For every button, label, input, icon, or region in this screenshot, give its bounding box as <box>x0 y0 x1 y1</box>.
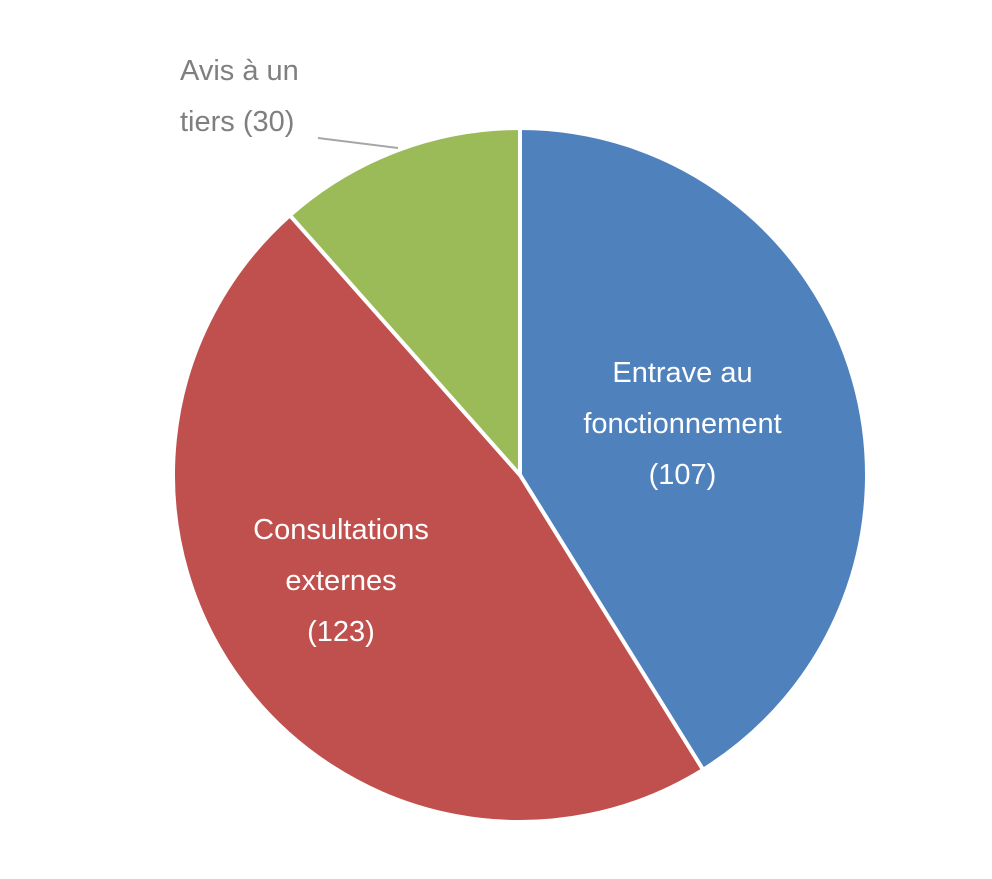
pie-slice <box>171 213 706 824</box>
value-label: (107) <box>648 459 717 491</box>
slice-label: Consultations externes (123) <box>216 505 466 658</box>
value-label: (30) <box>242 106 295 138</box>
value-label: (123) <box>307 616 375 648</box>
category-label: Consultations externes <box>253 514 429 597</box>
leader-line <box>317 137 399 149</box>
pie-slice <box>287 126 522 477</box>
category-label: Entrave au fonctionnement <box>583 357 782 440</box>
category-label: Avis à un tiers <box>180 55 299 138</box>
slice-label: Entrave au fonctionnement (107) <box>540 348 825 501</box>
pie-slice <box>518 126 869 772</box>
slice-label: Avis à un tiers (30) <box>180 46 340 148</box>
